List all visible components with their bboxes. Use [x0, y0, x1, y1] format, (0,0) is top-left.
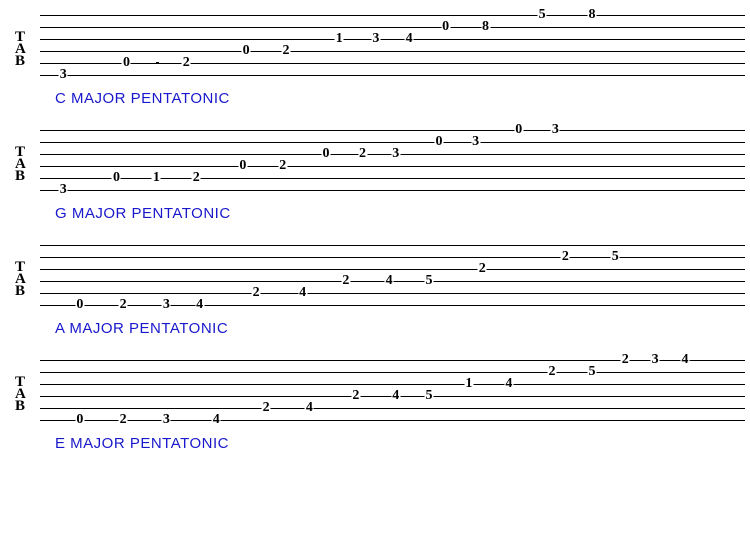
tab-letter: B [15, 399, 25, 414]
fret-number: 2 [351, 389, 360, 403]
fret-number: 2 [262, 401, 271, 415]
tab-staff: 0 2 3 4 2 4 2 4 5 2 2 5 [40, 240, 745, 310]
string-line [40, 269, 745, 270]
scale-title: A MAJOR PENTATONIC [55, 320, 750, 337]
string-line [40, 408, 745, 409]
tab-staff: 3 0 2 0 2 1 3 4 0 8 5 8 [40, 10, 745, 80]
string-line [40, 178, 745, 179]
fret-number: 2 [621, 353, 630, 367]
fret-number: 2 [282, 44, 291, 58]
string-line [40, 75, 745, 76]
fret-number: 5 [587, 365, 596, 379]
fret-number: 2 [182, 56, 191, 70]
string-line [40, 372, 745, 373]
fret-number: 2 [119, 298, 128, 312]
fret-number: 0 [514, 123, 523, 137]
fret-number: 4 [305, 401, 314, 415]
string-line [40, 15, 745, 16]
fret-number: 5 [611, 250, 620, 264]
fret-number: 3 [371, 32, 380, 46]
tab-block: TAB302021340858C MAJOR PENTATONIC [0, 10, 750, 107]
tab-block: TAB0234242451425234E MAJOR PENTATONIC [0, 355, 750, 452]
fret-number: 0 [435, 135, 444, 149]
fret-number: 3 [162, 298, 171, 312]
string-line [40, 257, 745, 258]
fret-number: 2 [358, 147, 367, 161]
tab-staff: 3 0 1 2 0 2 0 2 3 0 3 0 3 [40, 125, 745, 195]
fret-number: 2 [341, 274, 350, 288]
fret-number: 2 [278, 159, 287, 173]
string-line [40, 63, 745, 64]
fret-number: 5 [425, 274, 434, 288]
fret-number: 0 [112, 171, 121, 185]
fret-number: 4 [681, 353, 690, 367]
fret-number: 5 [538, 8, 547, 22]
string-line [40, 305, 745, 306]
tab-block: TAB023424245225A MAJOR PENTATONIC [0, 240, 750, 337]
fret-number: 3 [162, 413, 171, 427]
fret-number: 8 [587, 8, 596, 22]
fret-number: 3 [471, 135, 480, 149]
fret-number: 3 [59, 68, 68, 82]
string-line [40, 39, 745, 40]
string-line [40, 420, 745, 421]
fret-number: 3 [551, 123, 560, 137]
fret-number: 3 [59, 183, 68, 197]
fret-number: 8 [481, 20, 490, 34]
fret-number: 4 [212, 413, 221, 427]
string-line [40, 293, 745, 294]
fret-number: 0 [122, 56, 131, 70]
fret-number: 3 [651, 353, 660, 367]
tab-letter: B [15, 284, 25, 299]
fret-number: 5 [425, 389, 434, 403]
marker-dot [156, 62, 159, 64]
fret-number: 0 [238, 159, 247, 173]
fret-number: 0 [75, 298, 84, 312]
fret-number: 1 [152, 171, 161, 185]
fret-number: 2 [119, 413, 128, 427]
string-line [40, 27, 745, 28]
scale-title: E MAJOR PENTATONIC [55, 435, 750, 452]
fret-number: 2 [561, 250, 570, 264]
string-line [40, 142, 745, 143]
fret-number: 4 [195, 298, 204, 312]
tab-container: TAB302021340858C MAJOR PENTATONICTAB3012… [0, 10, 750, 452]
string-line [40, 190, 745, 191]
scale-title: G MAJOR PENTATONIC [55, 205, 750, 222]
tab-letter: B [15, 169, 25, 184]
fret-number: 0 [441, 20, 450, 34]
tab-block: TAB3012020230303G MAJOR PENTATONIC [0, 125, 750, 222]
fret-number: 4 [385, 274, 394, 288]
fret-number: 2 [548, 365, 557, 379]
string-line [40, 51, 745, 52]
fret-number: 0 [75, 413, 84, 427]
tab-staff: 0 2 3 4 2 4 2 4 5 1 4 2 5 2 3 4 [40, 355, 745, 425]
string-line [40, 245, 745, 246]
fret-number: 2 [192, 171, 201, 185]
scale-title: C MAJOR PENTATONIC [55, 90, 750, 107]
fret-number: 0 [321, 147, 330, 161]
fret-number: 1 [335, 32, 344, 46]
fret-number: 4 [298, 286, 307, 300]
fret-number: 4 [391, 389, 400, 403]
string-line [40, 166, 745, 167]
fret-number: 3 [391, 147, 400, 161]
string-line [40, 360, 745, 361]
string-line [40, 130, 745, 131]
fret-number: 0 [242, 44, 251, 58]
fret-number: 2 [478, 262, 487, 276]
string-line [40, 384, 745, 385]
tab-letter: B [15, 54, 25, 69]
fret-number: 4 [504, 377, 513, 391]
fret-number: 4 [405, 32, 414, 46]
fret-number: 2 [252, 286, 261, 300]
fret-number: 1 [464, 377, 473, 391]
